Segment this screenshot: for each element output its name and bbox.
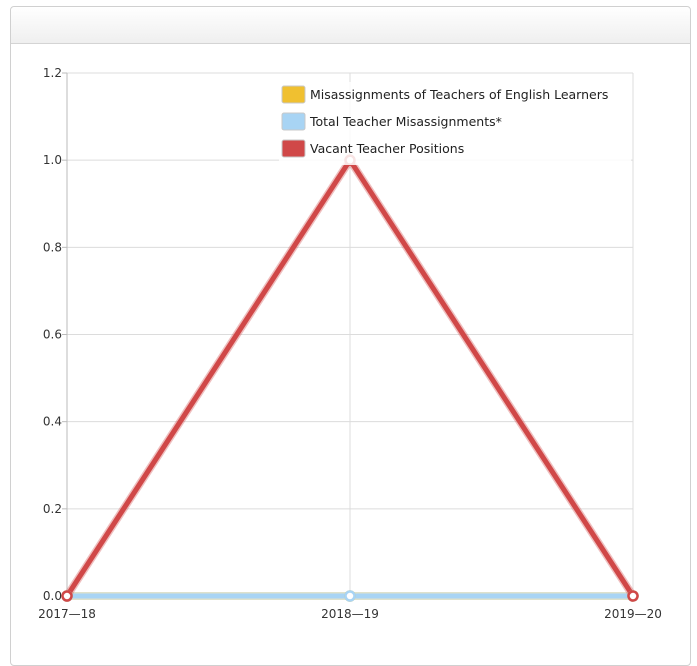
y-tick-label: 0.6 — [43, 328, 62, 342]
legend-swatch — [281, 85, 306, 104]
x-tick-label: 2017—18 — [38, 607, 96, 621]
legend-label: Vacant Teacher Positions — [310, 141, 464, 156]
legend-label: Total Teacher Misassignments* — [309, 114, 502, 129]
x-tick-label: 2019—20 — [604, 607, 662, 621]
panel-header — [11, 7, 690, 44]
x-tick-label: 2018—19 — [321, 607, 379, 621]
y-tick-label: 1.0 — [43, 153, 62, 167]
legend-label: Misassignments of Teachers of English Le… — [310, 87, 608, 102]
legend: Misassignments of Teachers of English Le… — [279, 82, 631, 165]
data-point — [61, 590, 73, 602]
legend-background — [279, 82, 631, 165]
y-tick-label: 0.4 — [43, 415, 62, 429]
y-tick-label: 0.2 — [43, 502, 62, 516]
series-markers — [61, 154, 639, 602]
legend-swatch — [281, 139, 306, 158]
y-tick-label: 1.2 — [43, 66, 62, 80]
line-chart: 0.0 0.2 0.4 0.6 0.8 1.0 1.2 2017—18 2018—19 2019… — [38, 66, 662, 621]
legend-swatch — [281, 112, 306, 131]
data-point — [627, 590, 639, 602]
y-tick-label: 0.0 — [43, 589, 62, 603]
data-point — [344, 590, 356, 602]
y-tick-labels: 0.0 0.2 0.4 0.6 0.8 1.0 1.2 — [43, 66, 62, 603]
x-tick-labels: 2017—18 2018—19 2019—20 — [38, 607, 662, 621]
y-tick-label: 0.8 — [43, 240, 62, 254]
